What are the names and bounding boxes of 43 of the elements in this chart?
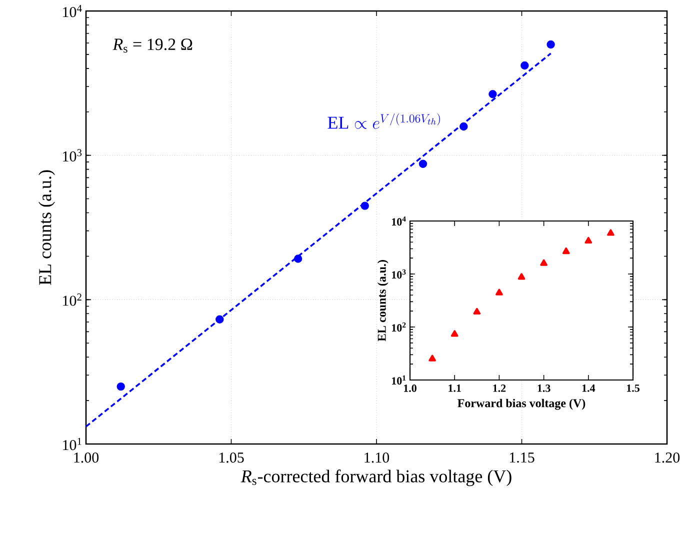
y-tick-label: 10$^{2}$ <box>63 294 82 306</box>
point <box>488 90 497 98</box>
x-tick-label: 1.3 <box>538 384 550 392</box>
x-tick-label: 1.1 <box>448 384 461 392</box>
x-axis-title: Forward bias voltage (V) <box>458 398 586 410</box>
y-tick-label: 10$^{1}$ <box>392 375 406 385</box>
x-tick-label: 1.20 <box>655 452 680 463</box>
x-tick-label: 1.00 <box>74 452 99 463</box>
point <box>546 40 555 49</box>
x-tick-label: 1.5 <box>627 384 640 392</box>
point <box>518 273 526 280</box>
y-tick-label: 10$^{4}$ <box>63 4 82 18</box>
x-tick-label: 1.2 <box>493 384 506 392</box>
x-tick-label: 1.05 <box>219 452 244 463</box>
y-axis-title: EL counts (a.u.) <box>38 170 55 285</box>
x-tick-label: 1.15 <box>510 452 534 463</box>
point <box>540 259 548 266</box>
point <box>294 254 302 263</box>
x-axis-title: R$_{s}$-corrected forward bias voltage (V) <box>240 470 512 486</box>
y-tick-label: 10$^{3}$ <box>63 149 82 162</box>
point <box>116 382 125 391</box>
x-tick-label: 1.10 <box>364 452 390 463</box>
x-tick-label: 1.4 <box>582 384 596 392</box>
y-axis-title: EL counts (a.u.) <box>377 260 388 342</box>
y-tick-label: 10$^{2}$ <box>392 322 406 332</box>
point <box>473 308 481 314</box>
point <box>520 61 529 70</box>
point <box>460 122 468 131</box>
y-tick-label: 10$^{4}$ <box>392 216 406 226</box>
x-tick-label: 1.0 <box>404 384 416 392</box>
y-tick-label: 10$^{3}$ <box>392 269 406 279</box>
annotation: R$_{s}$ = 19.2 Ω <box>112 38 192 53</box>
point <box>584 236 592 244</box>
point <box>450 330 458 337</box>
y-tick-label: 10$^{1}$ <box>63 438 82 450</box>
point <box>607 229 614 236</box>
series-label: $\mathrm{EL}\propto e^{V/(1.06V_{th})}$ <box>328 113 440 129</box>
point <box>428 354 436 362</box>
point <box>562 247 570 254</box>
point <box>216 315 224 324</box>
point <box>360 202 369 210</box>
point <box>418 160 428 168</box>
point <box>496 288 503 296</box>
